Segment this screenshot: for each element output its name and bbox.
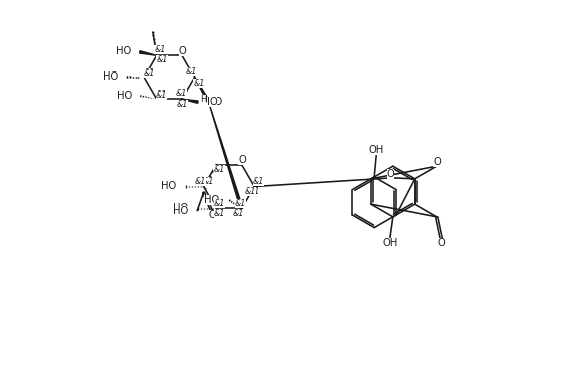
Text: HO: HO bbox=[117, 91, 132, 101]
Text: HO: HO bbox=[207, 97, 222, 107]
Text: HO: HO bbox=[116, 46, 131, 56]
Text: &1: &1 bbox=[214, 165, 225, 174]
Text: &1: &1 bbox=[194, 177, 206, 186]
Text: &1: &1 bbox=[143, 68, 154, 77]
Text: HO: HO bbox=[173, 203, 188, 213]
Text: O: O bbox=[433, 157, 441, 167]
Text: &1: &1 bbox=[185, 67, 197, 76]
Text: HO: HO bbox=[174, 206, 188, 216]
Text: &1: &1 bbox=[233, 209, 244, 218]
Text: &1: &1 bbox=[176, 89, 187, 98]
Text: &1: &1 bbox=[156, 91, 167, 100]
Text: HO: HO bbox=[103, 72, 118, 82]
Text: &1: &1 bbox=[203, 177, 214, 186]
Polygon shape bbox=[208, 102, 243, 209]
Text: &1: &1 bbox=[253, 177, 264, 186]
Text: &1: &1 bbox=[176, 100, 188, 109]
Text: OH: OH bbox=[382, 238, 397, 248]
Text: &1: &1 bbox=[157, 55, 168, 64]
Text: HO: HO bbox=[204, 195, 220, 205]
Text: HO: HO bbox=[161, 181, 176, 191]
Text: &1: &1 bbox=[212, 165, 224, 175]
Text: OH: OH bbox=[369, 146, 384, 155]
Text: HO: HO bbox=[103, 72, 118, 82]
Text: O: O bbox=[209, 97, 217, 107]
Text: &1: &1 bbox=[156, 90, 167, 99]
Text: O: O bbox=[208, 210, 216, 220]
Polygon shape bbox=[195, 77, 210, 103]
Polygon shape bbox=[182, 99, 198, 103]
Text: &1: &1 bbox=[154, 45, 166, 54]
Text: O: O bbox=[438, 238, 446, 248]
Text: O: O bbox=[387, 169, 394, 179]
Text: &1: &1 bbox=[194, 79, 205, 88]
Text: &1: &1 bbox=[214, 199, 225, 208]
Text: &1: &1 bbox=[245, 187, 256, 196]
Text: &1: &1 bbox=[214, 209, 225, 218]
Text: H: H bbox=[200, 95, 206, 104]
Text: &1: &1 bbox=[248, 188, 260, 196]
Text: O: O bbox=[238, 155, 246, 165]
Polygon shape bbox=[140, 51, 157, 55]
Text: &1: &1 bbox=[235, 199, 247, 208]
Text: O: O bbox=[178, 46, 187, 56]
Text: &1: &1 bbox=[143, 69, 154, 78]
